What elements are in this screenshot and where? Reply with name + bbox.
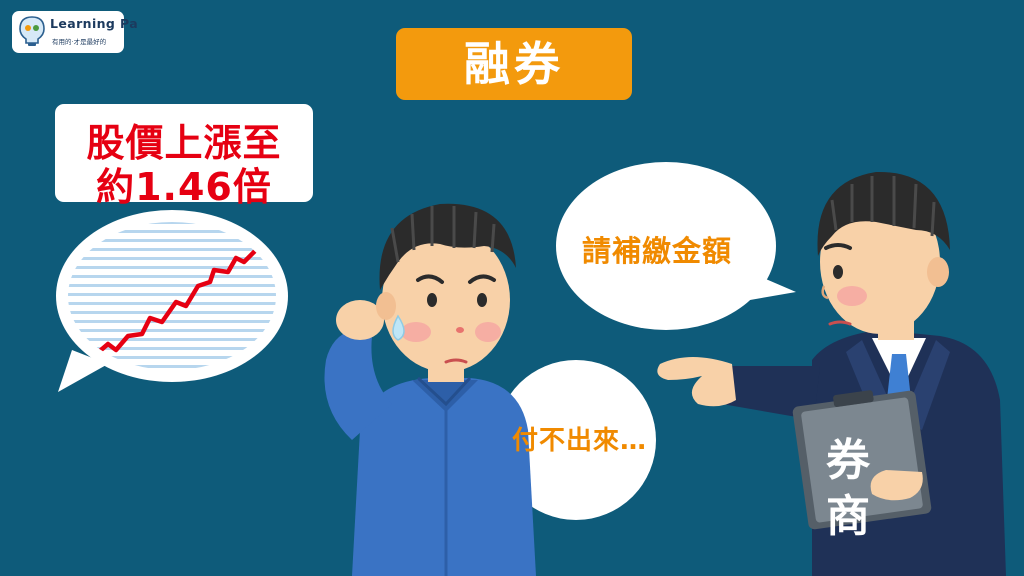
lightbulb-logo-icon bbox=[19, 16, 45, 46]
chart-bubble bbox=[56, 210, 288, 392]
clipboard-label-line2: 商 bbox=[826, 491, 870, 542]
broker-speech-text: 請補繳金額 bbox=[582, 234, 733, 268]
price-callout: 股價上漲至 約1.46倍 bbox=[52, 101, 316, 209]
learning-pa-logo: Learning Pa 有用的·才是最好的 bbox=[12, 11, 138, 53]
clipboard-label-line1: 券 bbox=[826, 435, 870, 486]
title-banner: 融券 bbox=[396, 28, 632, 100]
worried-investor bbox=[324, 203, 536, 576]
logo-title: Learning Pa bbox=[50, 16, 139, 31]
investor-speech-text: 付不出來… bbox=[512, 426, 648, 456]
logo-subtitle: 有用的·才是最好的 bbox=[52, 38, 107, 46]
price-callout-line2: 約1.46倍 bbox=[96, 165, 272, 209]
price-callout-line1: 股價上漲至 bbox=[86, 121, 282, 165]
sweat-drop-icon bbox=[392, 314, 405, 341]
page-title: 融券 bbox=[464, 37, 564, 91]
broker-speech-bubble bbox=[556, 162, 796, 330]
broker-figure bbox=[657, 171, 1006, 576]
chart-rising-line bbox=[91, 237, 276, 359]
